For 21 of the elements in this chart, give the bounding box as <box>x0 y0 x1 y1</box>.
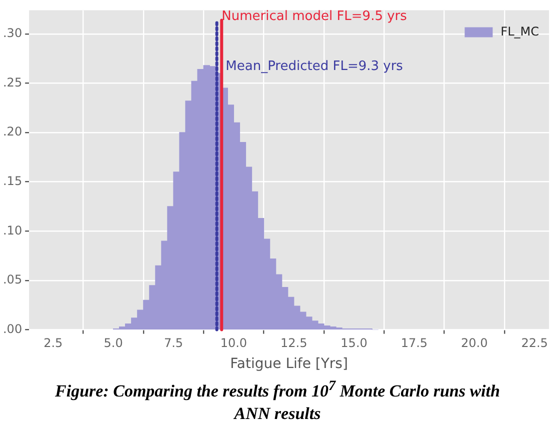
x-tick-label: 12.5 <box>280 336 308 350</box>
x-tick-label: 10.0 <box>220 336 248 350</box>
x-tick-label: 17.5 <box>400 336 428 350</box>
y-tick-label: .25 <box>2 75 22 90</box>
x-tick-label: 2.5 <box>44 336 63 350</box>
y-tick-label: .20 <box>2 124 22 139</box>
x-tick-label: 5.0 <box>104 336 123 350</box>
y-tick-label: .05 <box>2 272 22 287</box>
x-axis-title: Fatigue Life [Yrs] <box>230 356 348 372</box>
legend-label: FL_MC <box>500 24 540 38</box>
text: Figure: Comparing the results from 10$^{7}$ Monte Carlo runs with ANN results <box>54 377 501 425</box>
x-tick-label: 15.0 <box>340 336 368 350</box>
y-tick-label: .10 <box>2 223 22 238</box>
ref-line-label: Mean_Predicted FL=9.3 yrs <box>226 59 404 74</box>
x-tick-label: 7.5 <box>164 336 184 350</box>
x-tick-label: 22.5 <box>521 336 548 350</box>
ref-line-label: Numerical model FL=9.5 yrs <box>222 9 408 24</box>
y-tick-label: .30 <box>2 26 22 40</box>
x-tick-label: 20.0 <box>461 336 488 350</box>
y-tick-label: .00 <box>2 322 22 336</box>
y-tick-label: .15 <box>2 174 22 188</box>
